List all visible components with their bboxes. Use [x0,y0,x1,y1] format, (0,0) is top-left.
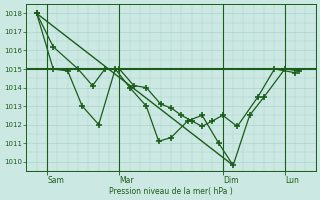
X-axis label: Pression niveau de la mer( hPa ): Pression niveau de la mer( hPa ) [109,187,233,196]
